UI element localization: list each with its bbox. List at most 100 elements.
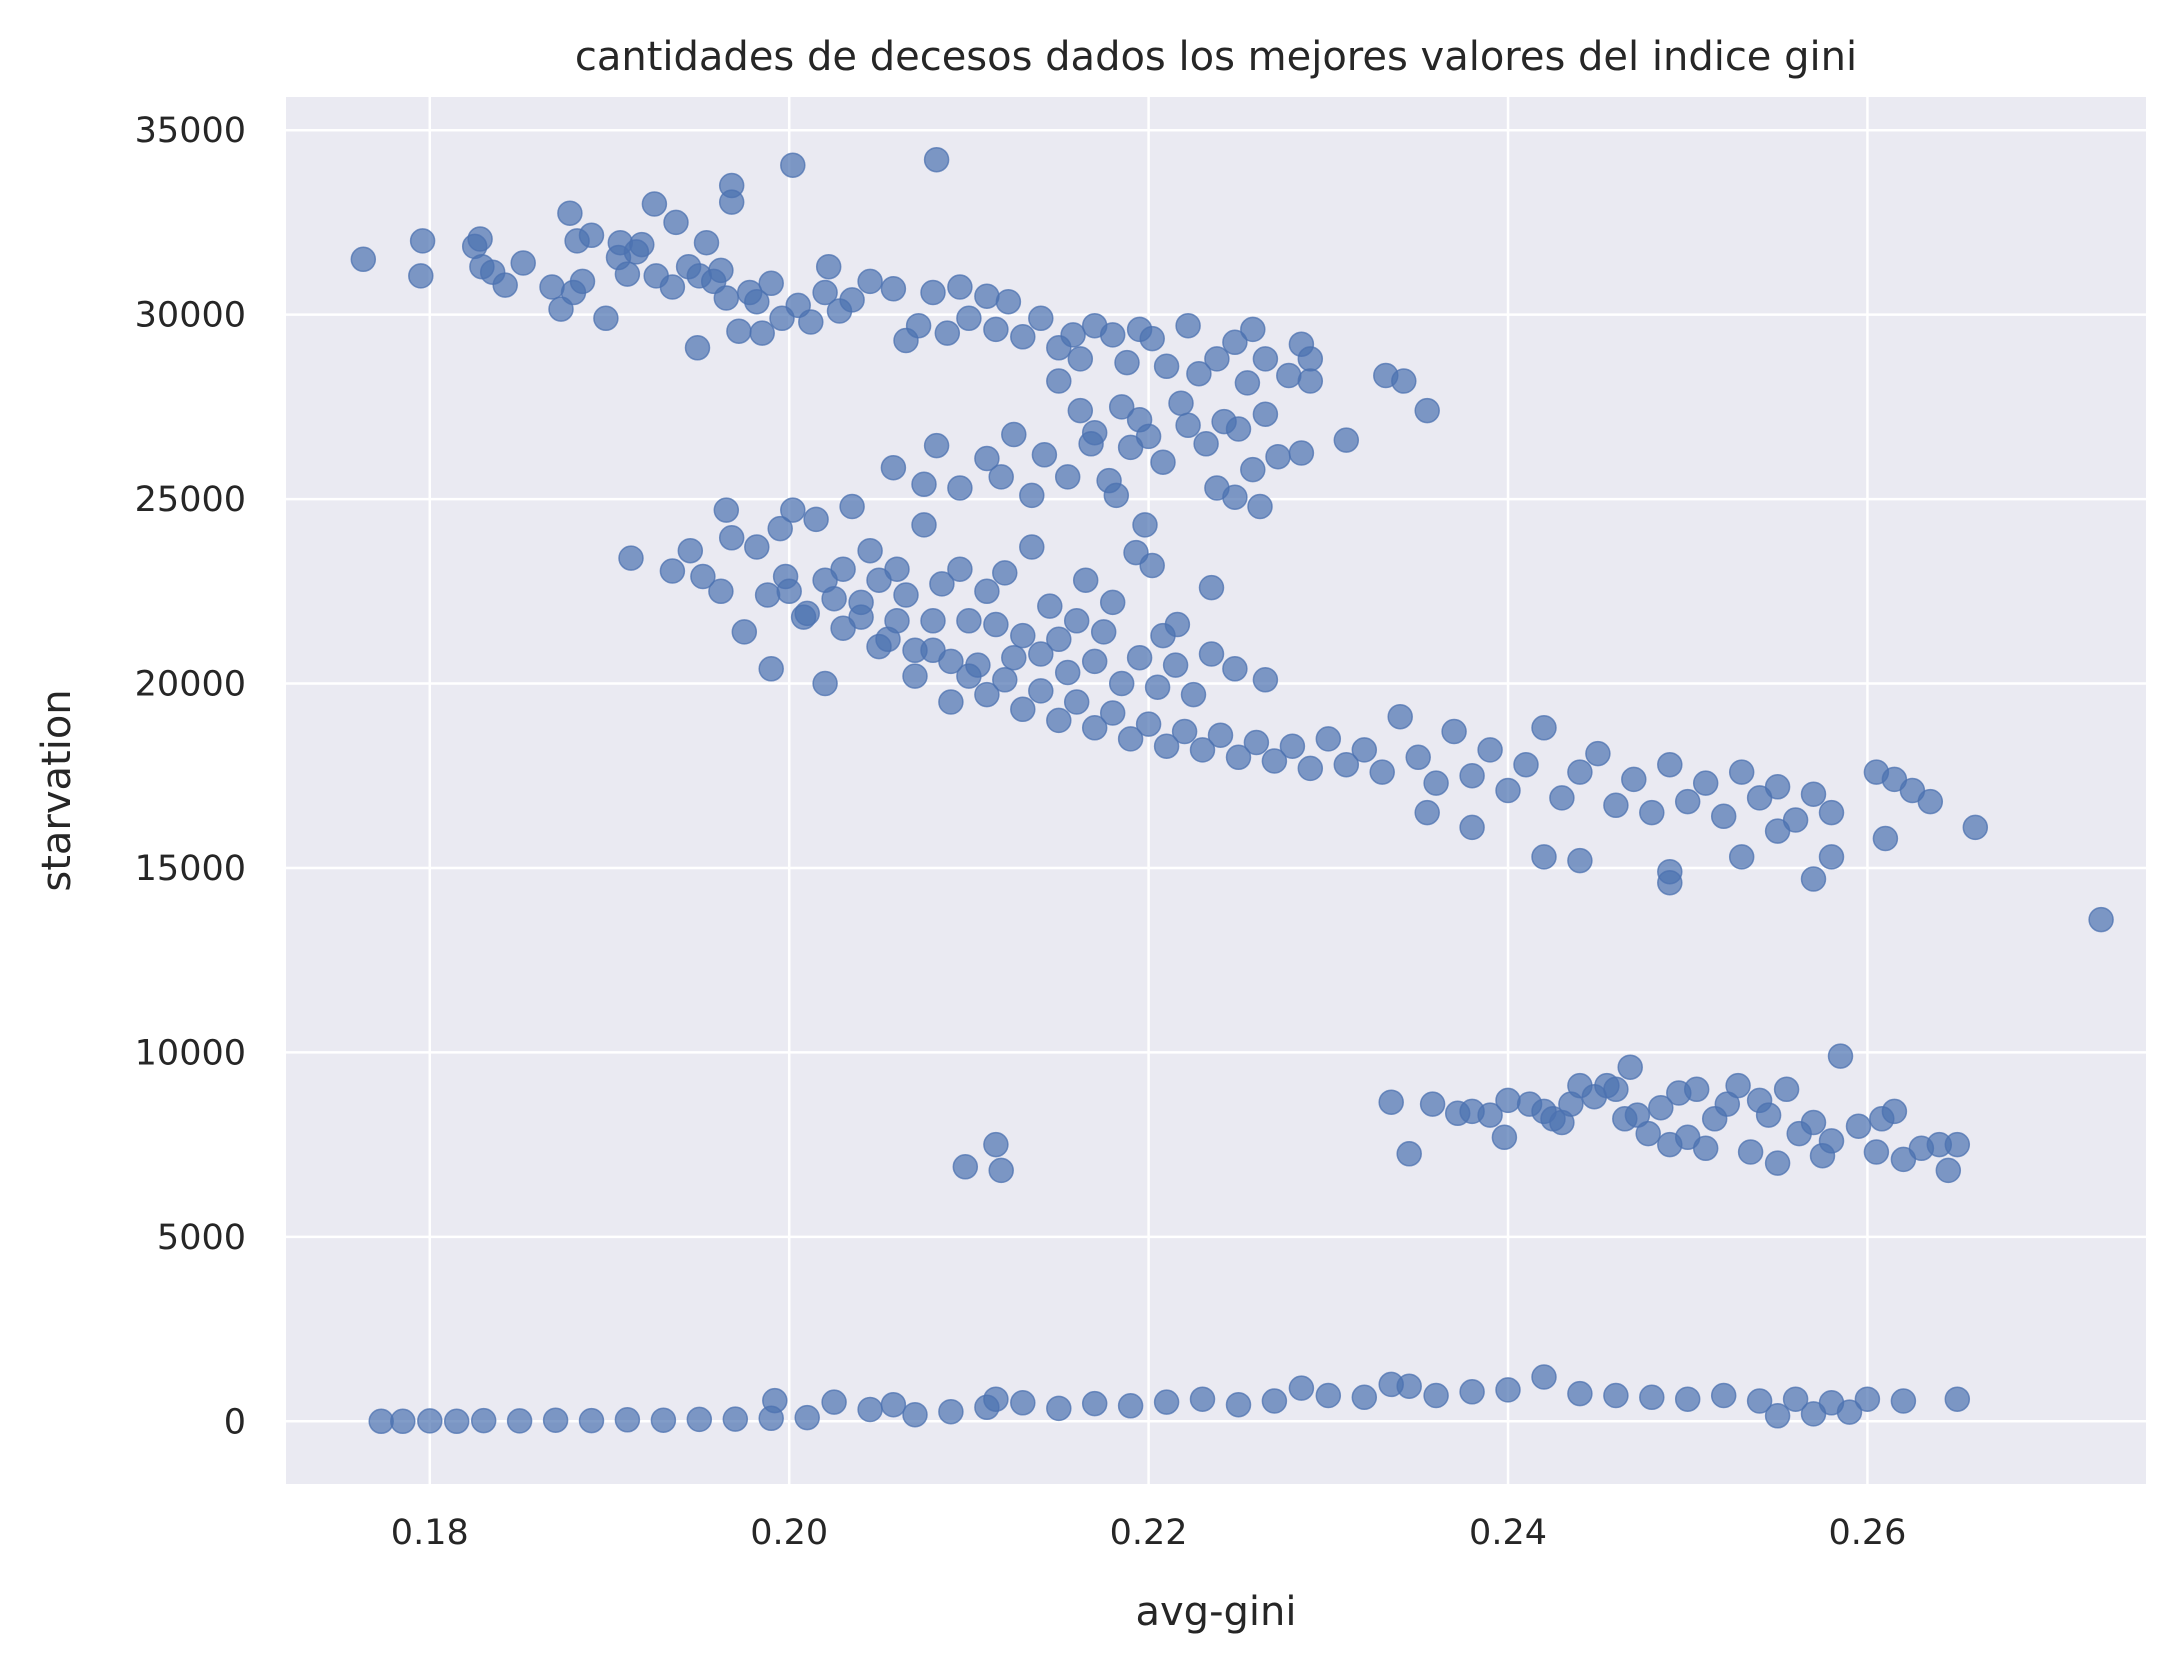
data-point [1728,844,1755,870]
data-point [1315,726,1342,752]
y-tick-labels: 0 5000 10000 15000 20000 25000 30000 35000 [135,111,246,1442]
data-point [1657,751,1683,778]
data-point [974,283,1000,309]
data-point [1046,368,1072,394]
data-point [1037,593,1063,619]
data-point [368,1408,394,1435]
data-point [866,633,892,660]
data-point [2088,906,2114,933]
data-point [686,1406,713,1433]
data-point [1567,1380,1593,1407]
data-point [1001,644,1027,671]
data-point [593,305,619,332]
y-tick-label: 0 [224,1402,246,1442]
y-tick-label: 5000 [157,1218,246,1258]
data-point [726,318,752,344]
data-point [995,288,1022,315]
data-point [821,1389,847,1415]
data-point [1153,733,1180,759]
y-tick-label: 15000 [135,849,246,889]
data-point [956,663,982,689]
data-point [1060,322,1086,348]
data-point [1531,1364,1557,1390]
data-point [409,228,436,254]
data-point [1692,770,1719,796]
data-point [1261,748,1288,774]
data-point [1800,1401,1827,1427]
data-point [1764,1150,1791,1176]
data-point [659,558,686,584]
data-point [557,200,583,226]
data-point [1513,751,1539,778]
data-point [1692,1135,1719,1162]
data-point [1441,718,1467,745]
data-point [1773,1076,1800,1103]
data-point [1648,1094,1674,1121]
data-point [1800,1109,1827,1136]
data-point [1010,696,1036,723]
data-point [1351,1384,1378,1411]
data-point [1854,1386,1881,1412]
y-tick-label: 30000 [135,296,246,336]
data-point [1186,360,1212,387]
data-point [1297,346,1324,372]
data-point [934,320,961,346]
data-point [983,1131,1009,1158]
data-point [1117,1393,1144,1419]
data-point [1477,737,1503,763]
data-point [1144,674,1171,700]
x-tick-label: 0.18 [391,1513,469,1553]
data-point [780,152,806,178]
x-axis-label: avg-gini [1136,1589,1297,1635]
data-point [1917,788,1944,815]
data-point [1782,1386,1809,1412]
y-tick-label: 10000 [135,1033,246,1073]
data-point [722,1406,749,1432]
data-point [857,268,883,295]
data-point [708,578,734,605]
data-point [920,279,946,306]
data-point [754,582,781,608]
data-point [1067,346,1094,372]
data-point [880,454,907,481]
data-point [749,320,775,346]
data-point [1225,1391,1252,1418]
data-point [974,445,1000,472]
data-point [1046,626,1072,653]
data-point [1423,770,1449,796]
data-point [1234,370,1261,396]
data-point [1603,792,1629,819]
data-point [1459,1379,1485,1405]
data-point [713,497,740,523]
data-point [956,305,982,332]
data-point [614,261,641,287]
data-point [1198,574,1225,601]
data-point [880,276,907,302]
data-point [1405,744,1431,771]
data-point [1247,493,1273,520]
data-point [1108,394,1135,420]
data-point [1072,567,1099,593]
data-point [1423,1382,1449,1409]
data-point [1099,589,1126,616]
data-point [1459,814,1485,841]
data-point [884,608,910,634]
data-point [1279,733,1306,759]
data-point [1171,718,1198,745]
data-point [893,582,919,608]
data-point [1114,349,1140,376]
data-point [408,263,434,289]
data-point [1863,1139,1890,1165]
data-point [1222,484,1248,510]
data-point [641,191,668,217]
data-point [1028,305,1054,332]
x-tick-label: 0.24 [1469,1513,1547,1553]
data-point [1288,1375,1315,1401]
data-point [1240,456,1266,483]
y-tick-label: 25000 [135,480,246,520]
data-point [803,506,829,533]
data-point [988,464,1014,490]
data-point [1103,482,1130,509]
data-point [1180,681,1207,708]
data-point [983,1386,1009,1412]
